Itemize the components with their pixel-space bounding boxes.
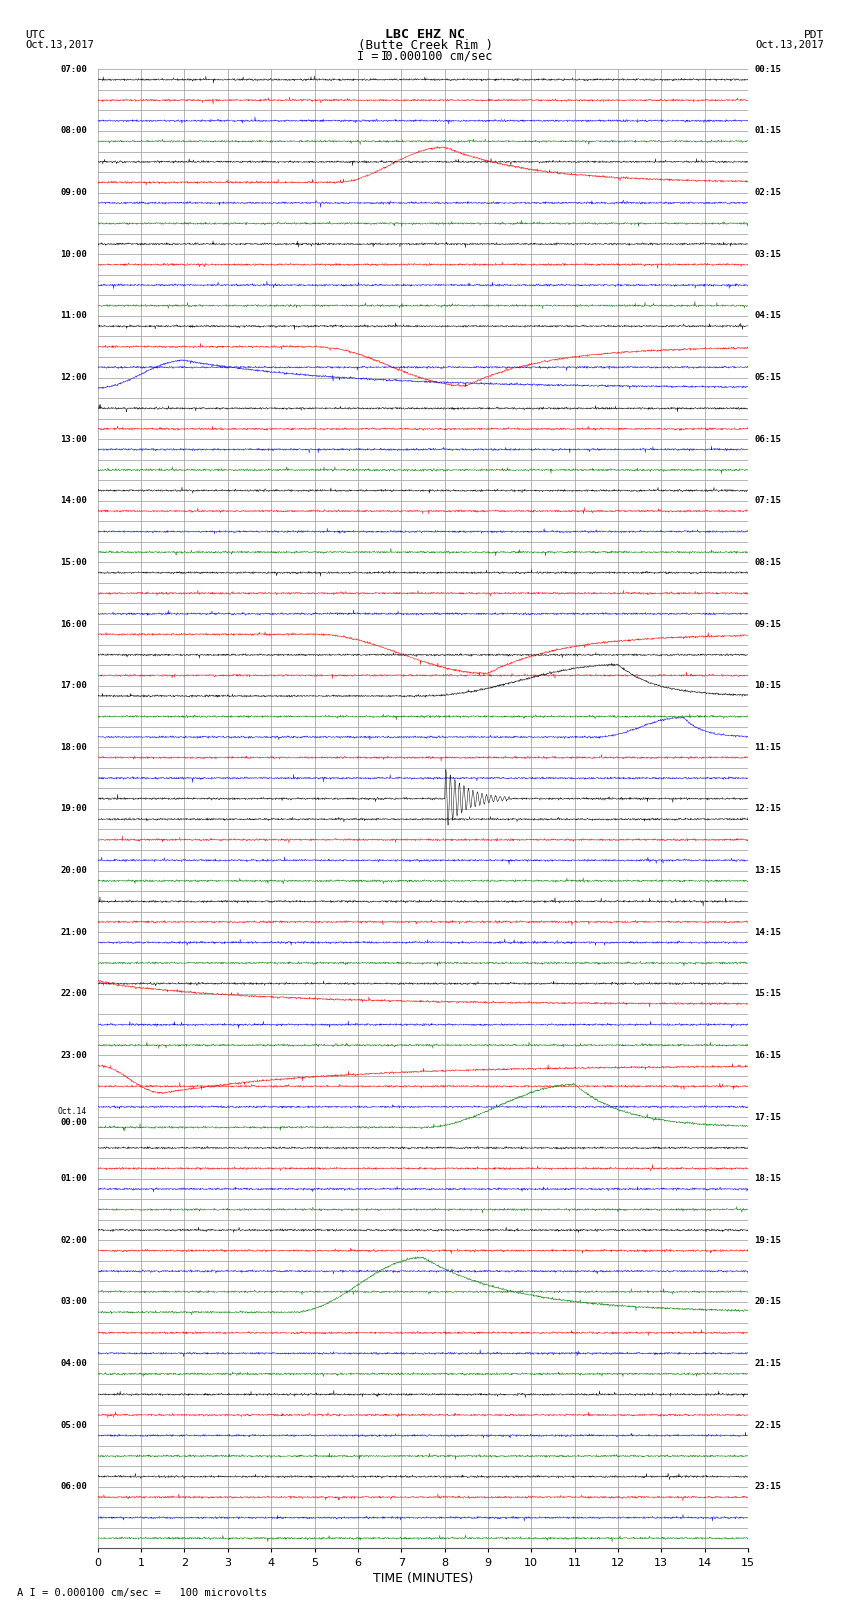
- Text: 04:00: 04:00: [60, 1360, 87, 1368]
- Text: 22:00: 22:00: [60, 989, 87, 998]
- Text: 03:15: 03:15: [755, 250, 781, 258]
- Text: 06:15: 06:15: [755, 434, 781, 444]
- Text: 07:00: 07:00: [60, 65, 87, 74]
- Text: 15:00: 15:00: [60, 558, 87, 566]
- Text: 21:15: 21:15: [755, 1360, 781, 1368]
- Text: 17:00: 17:00: [60, 681, 87, 690]
- Text: 20:00: 20:00: [60, 866, 87, 874]
- Text: 10:00: 10:00: [60, 250, 87, 258]
- Text: 23:00: 23:00: [60, 1052, 87, 1060]
- Text: 09:15: 09:15: [755, 619, 781, 629]
- Text: 10:15: 10:15: [755, 681, 781, 690]
- Text: 22:15: 22:15: [755, 1421, 781, 1429]
- Text: LBC EHZ NC: LBC EHZ NC: [385, 27, 465, 42]
- Text: 06:00: 06:00: [60, 1482, 87, 1492]
- X-axis label: TIME (MINUTES): TIME (MINUTES): [373, 1571, 473, 1584]
- Text: A I = 0.000100 cm/sec =   100 microvolts: A I = 0.000100 cm/sec = 100 microvolts: [17, 1587, 267, 1597]
- Text: 02:15: 02:15: [755, 189, 781, 197]
- Text: 04:15: 04:15: [755, 311, 781, 321]
- Text: 01:15: 01:15: [755, 126, 781, 135]
- Text: I: I: [381, 50, 388, 63]
- Text: 21:00: 21:00: [60, 927, 87, 937]
- Text: 18:15: 18:15: [755, 1174, 781, 1184]
- Text: UTC: UTC: [26, 29, 46, 40]
- Text: 11:15: 11:15: [755, 744, 781, 752]
- Text: 07:15: 07:15: [755, 497, 781, 505]
- Text: 00:15: 00:15: [755, 65, 781, 74]
- Text: 12:15: 12:15: [755, 805, 781, 813]
- Text: (Butte Creek Rim ): (Butte Creek Rim ): [358, 39, 492, 52]
- Text: 08:00: 08:00: [60, 126, 87, 135]
- Text: 20:15: 20:15: [755, 1297, 781, 1307]
- Text: I = 0.000100 cm/sec: I = 0.000100 cm/sec: [357, 50, 493, 63]
- Text: 15:15: 15:15: [755, 989, 781, 998]
- Text: 16:00: 16:00: [60, 619, 87, 629]
- Text: Oct.13,2017: Oct.13,2017: [756, 40, 824, 50]
- Text: 00:00: 00:00: [60, 1118, 87, 1127]
- Text: 13:15: 13:15: [755, 866, 781, 874]
- Text: 09:00: 09:00: [60, 189, 87, 197]
- Text: 14:15: 14:15: [755, 927, 781, 937]
- Text: 23:15: 23:15: [755, 1482, 781, 1492]
- Text: Oct.14: Oct.14: [58, 1107, 87, 1116]
- Text: 11:00: 11:00: [60, 311, 87, 321]
- Text: 05:15: 05:15: [755, 373, 781, 382]
- Text: 02:00: 02:00: [60, 1236, 87, 1245]
- Text: 18:00: 18:00: [60, 744, 87, 752]
- Text: 08:15: 08:15: [755, 558, 781, 566]
- Text: PDT: PDT: [804, 29, 824, 40]
- Text: 14:00: 14:00: [60, 497, 87, 505]
- Text: 19:00: 19:00: [60, 805, 87, 813]
- Text: 17:15: 17:15: [755, 1113, 781, 1121]
- Text: 01:00: 01:00: [60, 1174, 87, 1184]
- Text: 12:00: 12:00: [60, 373, 87, 382]
- Text: 05:00: 05:00: [60, 1421, 87, 1429]
- Text: 19:15: 19:15: [755, 1236, 781, 1245]
- Text: Oct.13,2017: Oct.13,2017: [26, 40, 94, 50]
- Text: 03:00: 03:00: [60, 1297, 87, 1307]
- Text: 16:15: 16:15: [755, 1052, 781, 1060]
- Text: 13:00: 13:00: [60, 434, 87, 444]
